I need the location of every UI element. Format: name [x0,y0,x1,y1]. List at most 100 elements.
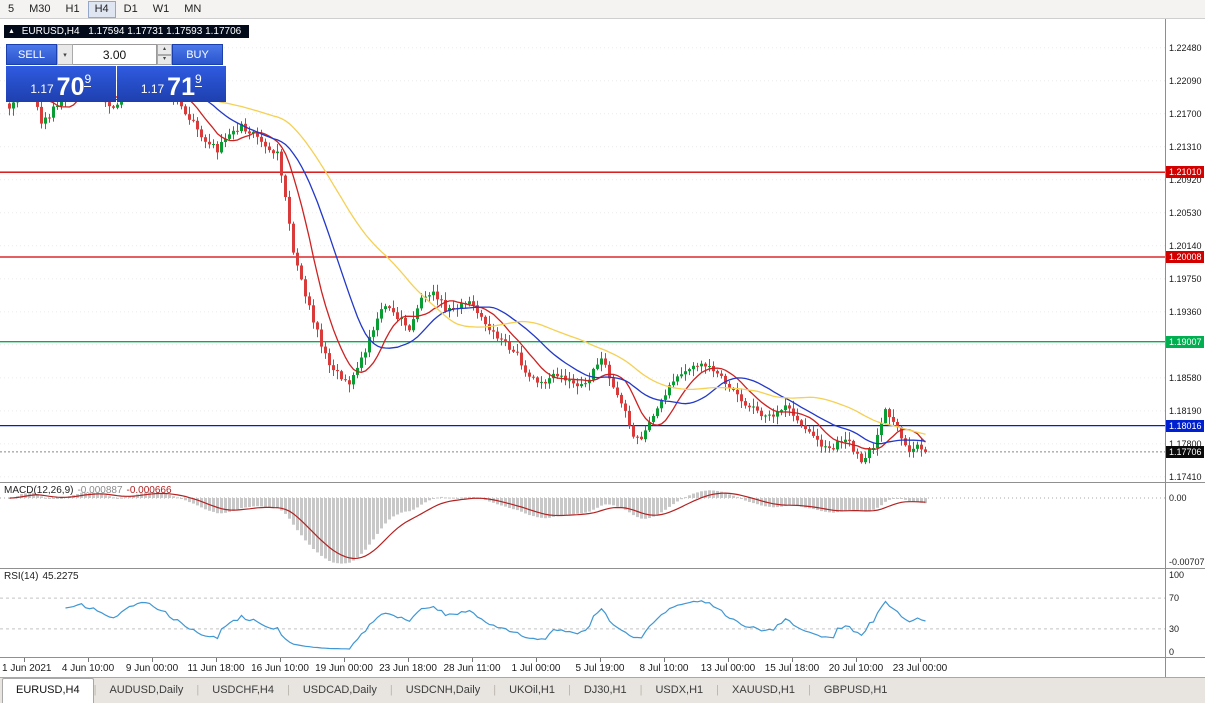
rsi-value: 45.2275 [42,571,79,582]
price-tick-label: 1.20920 [1169,175,1202,185]
chart-tab-UKOil-H1[interactable]: UKOil,H1 [509,684,555,696]
timeframe-button-W1[interactable]: W1 [152,3,170,15]
tab-separator: | [639,684,643,696]
chart-tab-DJ30-H1[interactable]: DJ30,H1 [583,684,627,696]
hline-price-tag[interactable]: 1.19007 [1166,336,1204,348]
hline-price-tag[interactable]: 1.20008 [1166,251,1204,263]
sell-price-prefix: 1.17 [30,82,54,96]
buy-price-button[interactable]: 1.17 71 9 [116,66,226,102]
volume-dropdown-button[interactable]: ▾ [57,44,73,65]
tab-separator: | [93,684,97,696]
tab-separator: | [807,684,811,696]
timeframe-button-D1[interactable]: D1 [123,3,138,15]
time-tick-label: 23 Jun 18:00 [379,663,437,674]
price-tick-label: 1.18190 [1169,406,1202,416]
time-tick-label: 28 Jun 11:00 [443,663,501,674]
price-chart-panel[interactable]: ▲ EURUSD,H4 1.17594 1.17731 1.17593 1.17… [0,19,1165,482]
buy-price-point: 9 [194,72,202,87]
candlestick-canvas[interactable] [0,19,1165,482]
trade-price-row: 1.17 70 9 1.17 71 9 [6,66,226,102]
macd-label: MACD(12,26,9) -0.000887 -0.000666 [4,485,172,496]
price-tick-label: 1.20530 [1169,208,1202,218]
sell-price-button[interactable]: 1.17 70 9 [6,66,116,102]
price-tick-label: 1.20140 [1169,241,1202,251]
sell-button[interactable]: SELL [6,44,57,65]
time-tick-label: 9 Jun 00:00 [125,663,179,674]
price-tick-label: 1.18580 [1169,373,1202,383]
chart-title-bar: ▲ EURUSD,H4 1.17594 1.17731 1.17593 1.17… [4,25,250,38]
price-axis[interactable]: 1.22480 1.22090 1.21700 1.21310 1.20920 1.205… [1165,19,1205,482]
rsi-panel[interactable]: RSI(14) 45.2275 [0,569,1165,658]
chart-tab-USDX-H1[interactable]: USDX,H1 [655,684,704,696]
time-tick-mark [600,658,601,662]
chart-tab-EURUSD-H4[interactable]: EURUSD,H4 [2,678,94,703]
tab-separator: | [567,684,571,696]
time-tick-mark [216,658,217,662]
price-tick-label: 1.17800 [1169,439,1202,449]
hline-price-tag[interactable]: 1.21010 [1166,166,1204,178]
time-tick-mark [920,658,921,662]
chart-tab-XAUUSD-H1[interactable]: XAUUSD,H1 [732,684,795,696]
panel-splitter[interactable] [0,568,1205,569]
time-tick-label: 1 Jul 00:00 [511,663,561,674]
chart-ohlc-values: 1.17594 1.17731 1.17593 1.17706 [88,26,242,37]
timeframe-button-MN[interactable]: MN [184,3,202,15]
panel-splitter[interactable] [0,657,1205,658]
sell-price-pips: 70 [56,73,85,101]
current-price-tag: 1.17706 [1166,446,1204,458]
trade-controls-row: SELL ▾ ▴ ▾ BUY [6,44,226,65]
time-tick-mark [280,658,281,662]
hline-price-tag[interactable]: 1.18016 [1166,420,1204,432]
time-tick-label: 1 Jun 2021 [2,663,52,674]
time-tick-label: 4 Jun 10:00 [61,663,115,674]
macd-panel[interactable]: MACD(12,26,9) -0.000887 -0.000666 [0,483,1165,568]
volume-increase-button[interactable]: ▴ [157,44,172,55]
volume-decrease-button[interactable]: ▾ [157,54,172,65]
price-tick-label: 1.21700 [1169,109,1202,119]
timeframe-button-H1[interactable]: H1 [65,3,80,15]
rsi-axis-label: 30 [1169,624,1180,634]
time-tick-label: 11 Jun 18:00 [187,663,245,674]
time-tick-label: 16 Jun 10:00 [251,663,309,674]
time-tick-mark [344,658,345,662]
rsi-axis[interactable]: 100 70 30 0 [1165,569,1205,658]
tab-separator: | [716,684,720,696]
time-tick-mark [664,658,665,662]
price-tick-label: 1.22480 [1169,43,1202,53]
time-tick-label: 23 Jul 00:00 [892,663,948,674]
price-tick-label: 1.19750 [1169,274,1202,284]
price-tick-label: 1.21310 [1169,142,1202,152]
tab-separator: | [287,684,290,696]
buy-button[interactable]: BUY [172,44,223,65]
macd-canvas[interactable] [0,483,1165,568]
timeframe-button-5[interactable]: 5 [8,3,15,15]
time-tick-label: 5 Jul 19:00 [575,663,625,674]
chart-tab-USDCNH-Daily[interactable]: USDCNH,Daily [405,684,481,696]
time-tick-mark [408,658,409,662]
panel-splitter[interactable] [0,482,1205,483]
chevron-down-icon: ▾ [63,51,67,59]
macd-axis[interactable]: 0.00 -0.00707 [1165,483,1205,568]
volume-stepper: ▴ ▾ [157,44,172,65]
tab-separator: | [493,684,497,696]
price-tick-label: 1.19360 [1169,307,1202,317]
tab-separator: | [389,684,393,696]
volume-input[interactable] [73,44,157,65]
time-tick-mark [472,658,473,662]
price-tick-label: 1.22090 [1169,76,1202,86]
chart-tab-USDCHF-H4[interactable]: USDCHF,H4 [212,684,274,696]
time-tick-mark [536,658,537,662]
timeframe-button-H4[interactable]: H4 [87,0,116,18]
chart-tab-GBPUSD-H1[interactable]: GBPUSD,H1 [823,684,888,696]
chart-tab-AUDUSD-Daily[interactable]: AUDUSD,Daily [109,684,184,696]
macd-value: -0.000887 [77,485,123,496]
timeframe-toolbar: 5 M30 H1 H4 D1 W1 MN [0,0,1205,19]
time-tick-label: 15 Jul 18:00 [764,663,820,674]
price-tick-label: 1.17410 [1169,472,1202,482]
time-axis[interactable]: 1 Jun 2021 4 Jun 10:00 9 Jun 00:00 11 Jun 1… [0,658,1165,677]
rsi-canvas[interactable] [0,569,1165,658]
time-tick-label: 19 Jun 00:00 [315,663,373,674]
timeframe-button-M30[interactable]: M30 [29,3,51,15]
rsi-axis-label: 70 [1169,593,1180,603]
chart-tab-USDCAD-Daily[interactable]: USDCAD,Daily [302,684,377,696]
